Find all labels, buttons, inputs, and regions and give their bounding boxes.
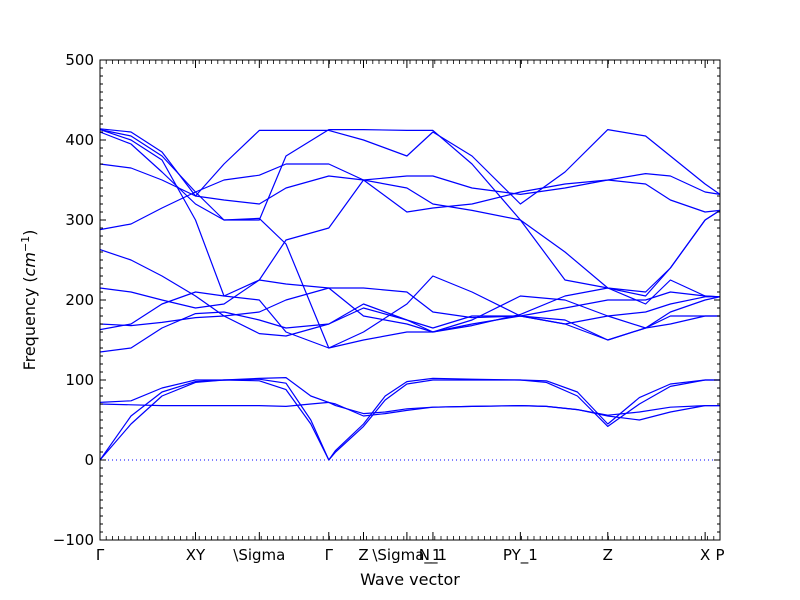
x-axis-label: Wave vector [360,570,460,589]
y-axis-label-unit: cm [20,252,39,276]
y-axis-label-text: Frequency ( [20,276,39,370]
phonon-branch-12 [99,129,721,213]
x-tick-label: \Sigma [233,546,285,564]
y-tick-label: −100 [53,531,94,549]
x-tick-label: Z [358,546,368,564]
x-tick-label: Γ [96,546,105,564]
phonon-branch-9 [99,249,721,337]
x-tick-label: PY_1 [503,546,538,565]
y-axis-label-exponent: −1 [19,236,32,252]
y-axis-label-close: ) [20,230,39,236]
x-tick-label: N_1 [419,546,447,565]
phonon-branch-2 [99,378,720,461]
y-axis-label: Frequency (cm−1) [19,230,40,371]
phonon-branch-6 [99,291,720,349]
series-layer [99,128,721,461]
x-tick-label: X [700,546,710,564]
x-tick-label: XY [186,546,206,564]
y-tick-label: 300 [65,211,94,229]
x-tick-label: \Sigma_1 [372,546,441,565]
phonon-branch-14 [99,129,721,297]
y-tick-label: 200 [65,291,94,309]
y-tick-label: 400 [65,131,94,149]
phonon-branch-4 [99,401,720,421]
phonon-branch-13 [99,129,721,297]
phonon-branch-3 [99,377,720,417]
y-tick-label: 0 [84,451,94,469]
phonon-branch-15 [99,128,721,205]
phonon-branch-7 [99,287,721,327]
y-tick-label: 500 [65,51,94,69]
plot-frame [99,59,721,541]
x-tick-label: Z [603,546,613,564]
x-tick-label: Γ [325,546,334,564]
x-tick-label: P [715,546,724,564]
y-tick-label: 100 [65,371,94,389]
